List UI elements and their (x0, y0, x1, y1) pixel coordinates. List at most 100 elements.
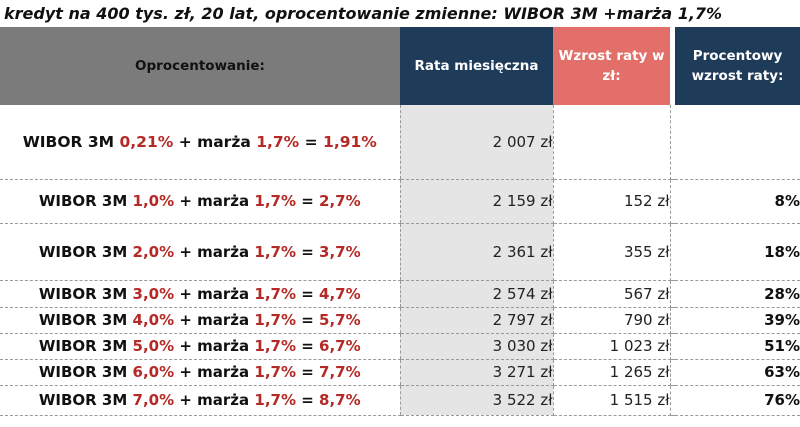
rate-formula: WIBOR 3M 0,21% + marża 1,7% = 1,91% (0, 105, 400, 180)
margin-label: + marża (178, 132, 251, 151)
table-row: WIBOR 3M 3,0% + marża 1,7% = 4,7% 2 574 … (0, 280, 800, 308)
wibor-value: 6,0% (132, 363, 175, 381)
total-rate: 6,7% (319, 337, 361, 355)
payment-increase: 1 023 zł (553, 333, 671, 360)
percent-increase: 18% (675, 223, 800, 281)
total-rate: 1,91% (323, 132, 377, 151)
loan-rate-table: Oprocentowanie: Rata miesięczna Wzrost r… (0, 27, 800, 416)
margin-label: + marża (179, 363, 250, 381)
payment-increase: 152 zł (553, 179, 671, 224)
monthly-payment: 2 361 zł (399, 223, 554, 281)
table-row: WIBOR 3M 0,21% + marża 1,7% = 1,91% 2 00… (0, 105, 800, 180)
table-row: WIBOR 3M 2,0% + marża 1,7% = 3,7% 2 361 … (0, 223, 800, 281)
equals-sign: = (301, 391, 314, 409)
total-rate: 7,7% (319, 363, 361, 381)
wibor-value: 1,0% (132, 192, 175, 210)
rate-formula: WIBOR 3M 7,0% + marża 1,7% = 8,7% (0, 385, 400, 416)
margin-value: 1,7% (254, 284, 296, 303)
separator-cell (670, 307, 675, 334)
total-rate: 8,7% (319, 391, 361, 409)
payment-increase: 567 zł (553, 280, 671, 308)
wibor-label: WIBOR 3M (22, 132, 115, 151)
margin-label: + marża (179, 391, 250, 409)
total-rate: 4,7% (319, 284, 361, 303)
wibor-label: WIBOR 3M (38, 192, 128, 210)
margin-label: + marża (179, 242, 250, 261)
table-row: WIBOR 3M 7,0% + marża 1,7% = 8,7% 3 522 … (0, 385, 800, 416)
equals-sign: = (304, 132, 318, 151)
monthly-payment: 2 797 zł (399, 307, 554, 334)
percent-increase: 39% (675, 307, 800, 334)
wibor-label: WIBOR 3M (38, 391, 128, 409)
wibor-label: WIBOR 3M (38, 242, 128, 261)
header-procentowy-wzrost: Procentowy wzrost raty: (675, 27, 800, 105)
margin-value: 1,7% (254, 311, 296, 329)
margin-label: + marża (179, 192, 250, 210)
equals-sign: = (301, 311, 314, 329)
monthly-payment: 3 271 zł (399, 359, 554, 386)
separator-cell (670, 280, 675, 308)
equals-sign: = (301, 242, 314, 261)
percent-increase: 51% (675, 333, 800, 360)
rate-formula: WIBOR 3M 5,0% + marża 1,7% = 6,7% (0, 333, 400, 360)
header-wzrost-raty: Wzrost raty w zł: (553, 27, 670, 105)
wibor-value: 4,0% (132, 311, 175, 329)
wibor-value: 7,0% (132, 391, 175, 409)
margin-value: 1,7% (254, 363, 296, 381)
percent-increase (675, 105, 800, 180)
total-rate: 3,7% (319, 242, 361, 261)
table-row: WIBOR 3M 5,0% + marża 1,7% = 6,7% 3 030 … (0, 333, 800, 360)
payment-increase: 790 zł (553, 307, 671, 334)
separator-cell (670, 223, 675, 281)
margin-label: + marża (179, 311, 250, 329)
table-row: WIBOR 3M 1,0% + marża 1,7% = 2,7% 2 159 … (0, 179, 800, 224)
separator-cell (670, 105, 675, 180)
separator-cell (670, 333, 675, 360)
rate-formula: WIBOR 3M 3,0% + marża 1,7% = 4,7% (0, 280, 400, 308)
margin-value: 1,7% (254, 391, 296, 409)
wibor-value: 2,0% (132, 242, 175, 261)
percent-increase: 76% (675, 385, 800, 416)
percent-increase: 63% (675, 359, 800, 386)
margin-label: + marża (179, 337, 250, 355)
table-row: WIBOR 3M 4,0% + marża 1,7% = 5,7% 2 797 … (0, 307, 800, 334)
margin-label: + marża (179, 284, 250, 303)
wibor-label: WIBOR 3M (38, 337, 128, 355)
monthly-payment: 3 522 zł (399, 385, 554, 416)
equals-sign: = (301, 363, 314, 381)
margin-value: 1,7% (254, 192, 296, 210)
payment-increase: 1 265 zł (553, 359, 671, 386)
wibor-value: 3,0% (132, 284, 175, 303)
equals-sign: = (301, 284, 314, 303)
header-oprocentowanie: Oprocentowanie: (0, 27, 400, 105)
wibor-value: 0,21% (119, 132, 174, 151)
monthly-payment: 2 007 zł (399, 105, 554, 180)
monthly-payment: 3 030 zł (399, 333, 554, 360)
total-rate: 5,7% (319, 311, 361, 329)
separator-cell (670, 179, 675, 224)
payment-increase: 355 zł (553, 223, 671, 281)
margin-value: 1,7% (254, 337, 296, 355)
monthly-payment: 2 159 zł (399, 179, 554, 224)
separator-cell (670, 385, 675, 416)
margin-value: 1,7% (256, 132, 300, 151)
wibor-label: WIBOR 3M (38, 363, 128, 381)
header-rata-miesieczna: Rata miesięczna (400, 27, 553, 105)
percent-increase: 28% (675, 280, 800, 308)
total-rate: 2,7% (319, 192, 361, 210)
rate-formula: WIBOR 3M 6,0% + marża 1,7% = 7,7% (0, 359, 400, 386)
wibor-value: 5,0% (132, 337, 175, 355)
equals-sign: = (301, 192, 314, 210)
header-separator (670, 27, 675, 105)
table-title: kredyt na 400 tys. zł, 20 lat, oprocento… (4, 4, 723, 23)
equals-sign: = (301, 337, 314, 355)
percent-increase: 8% (675, 179, 800, 224)
table-row: WIBOR 3M 6,0% + marża 1,7% = 7,7% 3 271 … (0, 359, 800, 386)
wibor-label: WIBOR 3M (38, 284, 128, 303)
wibor-label: WIBOR 3M (38, 311, 128, 329)
margin-value: 1,7% (254, 242, 296, 261)
monthly-payment: 2 574 zł (399, 280, 554, 308)
header-row: Oprocentowanie: Rata miesięczna Wzrost r… (0, 27, 800, 105)
rate-formula: WIBOR 3M 4,0% + marża 1,7% = 5,7% (0, 307, 400, 334)
payment-increase: 1 515 zł (553, 385, 671, 416)
